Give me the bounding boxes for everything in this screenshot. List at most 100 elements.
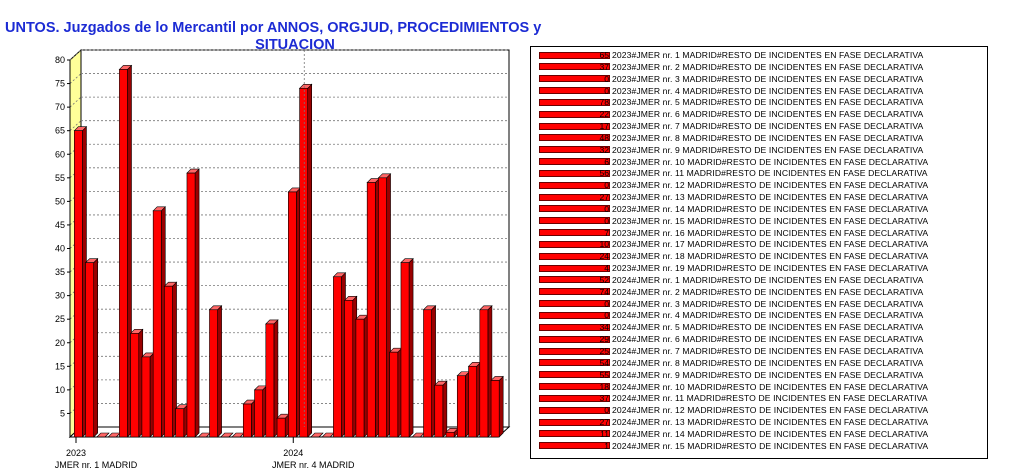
legend-value: 1 bbox=[604, 440, 609, 451]
y-tick-label: 70 bbox=[55, 102, 65, 112]
legend-label: 2023#JMER nr. 4 MADRID#RESTO DE INCIDENT… bbox=[612, 85, 924, 96]
legend-label: 2023#JMER nr. 10 MADRID#RESTO DE INCIDEN… bbox=[612, 156, 929, 167]
chart-title-line1: UNTOS. Juzgados de lo Mercantil por ANNO… bbox=[5, 20, 542, 36]
bar bbox=[355, 314, 369, 438]
x-group-year-label: 2023 bbox=[66, 448, 86, 458]
legend-value: 18 bbox=[599, 381, 609, 392]
legend-label: 2023#JMER nr. 1 MADRID#RESTO DE INCIDENT… bbox=[612, 50, 924, 60]
y-tick-label: 5 bbox=[60, 408, 65, 418]
legend-item: 74 2024#JMER nr. 2 MADRID#RESTO DE INCIDE… bbox=[539, 287, 923, 297]
legend-item: 0 2023#JMER nr. 15 MADRID#RESTO DE INCIDE… bbox=[539, 216, 928, 226]
bar bbox=[118, 64, 133, 438]
legend-value: 56 bbox=[599, 168, 609, 179]
legend-swatch bbox=[539, 430, 610, 438]
legend-swatch bbox=[539, 240, 610, 248]
legend-swatch bbox=[539, 98, 610, 106]
legend-item: 32 2023#JMER nr. 9 MADRID#RESTO DE INCIDE… bbox=[539, 145, 923, 155]
legend-label: 2023#JMER nr. 6 MADRID#RESTO DE INCIDENT… bbox=[612, 109, 924, 120]
legend-item: 0 2023#JMER nr. 14 MADRID#RESTO DE INCIDE… bbox=[539, 204, 928, 214]
legend-value: 22 bbox=[599, 109, 609, 120]
legend-item: 10 2023#JMER nr. 17 MADRID#RESTO DE INCID… bbox=[539, 239, 928, 249]
legend-item: 4 2023#JMER nr. 19 MADRID#RESTO DE INCIDE… bbox=[539, 263, 928, 273]
legend-label: 2023#JMER nr. 15 MADRID#RESTO DE INCIDEN… bbox=[612, 215, 929, 226]
legend-item: 22 2023#JMER nr. 6 MADRID#RESTO DE INCIDE… bbox=[539, 109, 923, 119]
gridline-side bbox=[69, 120, 82, 131]
legend-value: 27 bbox=[599, 417, 609, 428]
legend-item: 0 2023#JMER nr. 12 MADRID#RESTO DE INCIDE… bbox=[539, 180, 928, 190]
legend-swatch bbox=[539, 75, 610, 83]
legend-label: 2023#JMER nr. 5 MADRID#RESTO DE INCIDENT… bbox=[612, 97, 924, 108]
y-tick-label: 80 bbox=[55, 55, 65, 65]
legend-label: 2023#JMER nr. 19 MADRID#RESTO DE INCIDEN… bbox=[612, 263, 929, 274]
legend-swatch bbox=[539, 158, 610, 166]
legend-item: 27 2024#JMER nr. 13 MADRID#RESTO DE INCID… bbox=[539, 417, 928, 427]
legend-swatch bbox=[539, 394, 610, 402]
legend-item: 6 2023#JMER nr. 10 MADRID#RESTO DE INCIDE… bbox=[539, 157, 928, 167]
legend-swatch bbox=[539, 442, 610, 450]
bar bbox=[208, 305, 223, 438]
legend-value: 74 bbox=[599, 286, 609, 297]
x-group-org-label: JMER nr. 4 MADRID bbox=[272, 460, 355, 470]
legend-value: 55 bbox=[599, 369, 609, 380]
legend-value: 17 bbox=[599, 121, 609, 132]
legend-swatch bbox=[539, 335, 610, 343]
legend-label: 2023#JMER nr. 11 MADRID#RESTO DE INCIDEN… bbox=[612, 168, 928, 179]
legend-value: 0 bbox=[604, 405, 609, 416]
y-tick-label: 75 bbox=[55, 79, 65, 89]
legend-swatch bbox=[539, 146, 610, 154]
legend-label: 2024#JMER nr. 6 MADRID#RESTO DE INCIDENT… bbox=[612, 334, 924, 345]
y-tick-label: 15 bbox=[55, 361, 65, 371]
legend-label: 2023#JMER nr. 17 MADRID#RESTO DE INCIDEN… bbox=[612, 239, 929, 250]
bar bbox=[422, 305, 437, 438]
legend-value: 4 bbox=[604, 263, 609, 274]
chart-legend: 65 2023#JMER nr. 1 MADRID#RESTO DE INCIDE… bbox=[530, 46, 988, 459]
bar bbox=[265, 319, 279, 438]
legend-label: 2024#JMER nr. 12 MADRID#RESTO DE INCIDEN… bbox=[612, 405, 929, 416]
legend-item: 37 2023#JMER nr. 2 MADRID#RESTO DE INCIDE… bbox=[539, 62, 923, 72]
legend-label: 2024#JMER nr. 5 MADRID#RESTO DE INCIDENT… bbox=[612, 322, 924, 333]
legend-swatch bbox=[539, 264, 610, 272]
legend-value: 0 bbox=[604, 203, 609, 214]
y-tick-label: 45 bbox=[55, 220, 65, 230]
bar bbox=[276, 413, 290, 438]
legend-item: 17 2023#JMER nr. 7 MADRID#RESTO DE INCIDE… bbox=[539, 121, 923, 131]
legend-swatch bbox=[539, 87, 610, 95]
legend-item: 78 2023#JMER nr. 5 MADRID#RESTO DE INCIDE… bbox=[539, 97, 923, 107]
legend-label: 2024#JMER nr. 11 MADRID#RESTO DE INCIDEN… bbox=[612, 393, 928, 404]
bar bbox=[287, 187, 302, 438]
legend-swatch bbox=[539, 383, 610, 391]
legend-value: 6 bbox=[604, 156, 609, 167]
y-tick-label: 20 bbox=[55, 338, 65, 348]
legend-value: 0 bbox=[604, 180, 609, 191]
legend-value: 54 bbox=[599, 357, 609, 368]
legend-value: 25 bbox=[599, 346, 609, 356]
legend-item: 52 2024#JMER nr. 1 MADRID#RESTO DE INCIDE… bbox=[539, 275, 923, 285]
legend-item: 1 2024#JMER nr. 15 MADRID#RESTO DE INCIDE… bbox=[539, 441, 928, 451]
bar bbox=[434, 380, 448, 438]
legend-swatch bbox=[539, 51, 610, 59]
bar bbox=[343, 295, 358, 438]
y-tick-label: 50 bbox=[55, 196, 65, 206]
legend-label: 2024#JMER nr. 14 MADRID#RESTO DE INCIDEN… bbox=[612, 428, 929, 439]
legend-item: 0 2023#JMER nr. 3 MADRID#RESTO DE INCIDEN… bbox=[539, 74, 923, 84]
legend-value: 37 bbox=[599, 393, 609, 404]
legend-item: 0 2024#JMER nr. 4 MADRID#RESTO DE INCIDEN… bbox=[539, 310, 923, 320]
bar bbox=[174, 404, 189, 438]
bar bbox=[456, 371, 471, 438]
legend-label: 2024#JMER nr. 9 MADRID#RESTO DE INCIDENT… bbox=[612, 369, 924, 380]
bar bbox=[186, 168, 200, 438]
legend-swatch bbox=[539, 229, 610, 237]
legend-swatch bbox=[539, 217, 610, 225]
legend-value: 29 bbox=[599, 334, 609, 345]
x-group-year-label: 2024 bbox=[283, 448, 303, 458]
legend-swatch bbox=[539, 300, 610, 308]
y-tick-label: 60 bbox=[55, 149, 65, 159]
legend-label: 2023#JMER nr. 13 MADRID#RESTO DE INCIDEN… bbox=[612, 192, 929, 203]
bar bbox=[400, 257, 414, 438]
legend-value: 65 bbox=[599, 50, 609, 60]
bar bbox=[310, 432, 324, 438]
legend-label: 2024#JMER nr. 1 MADRID#RESTO DE INCIDENT… bbox=[612, 274, 924, 285]
legend-item: 55 2024#JMER nr. 9 MADRID#RESTO DE INCIDE… bbox=[539, 370, 923, 380]
legend-item: 24 2023#JMER nr. 18 MADRID#RESTO DE INCID… bbox=[539, 251, 928, 261]
bar bbox=[220, 432, 234, 438]
